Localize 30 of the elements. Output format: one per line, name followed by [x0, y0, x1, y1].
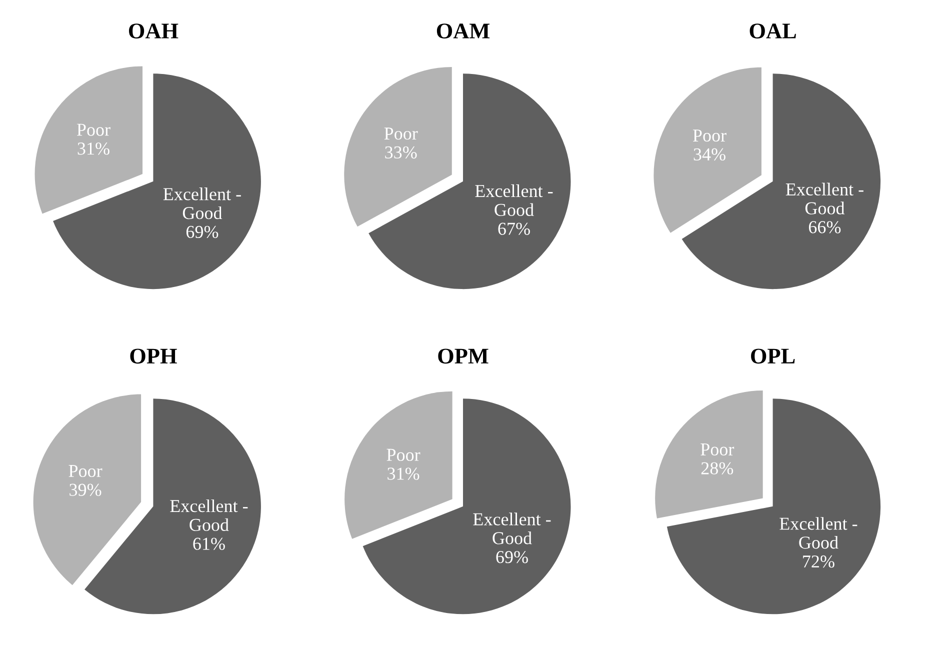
data-label: 34% [694, 148, 726, 161]
slice-label: Excellent - Good [475, 184, 553, 216]
slice-label: Excellent - Good [170, 499, 248, 532]
data-label: 66% [808, 221, 841, 234]
slice-label: Excellent - Good [780, 517, 858, 549]
slice-label: Poor [384, 128, 418, 140]
slice-label: Poor [692, 130, 726, 142]
slice-label: Excellent - Good [163, 188, 241, 220]
data-label: 31% [388, 468, 420, 480]
slice-label: Poor [68, 465, 102, 478]
data-label: 69% [496, 550, 528, 564]
data-label: 39% [70, 484, 102, 496]
data-label: 72% [803, 555, 834, 568]
slice-label: Excellent - Good [786, 182, 864, 214]
slice-label: Poor [76, 124, 110, 136]
chart-title: OAM [436, 24, 490, 39]
slice-label: Poor [700, 443, 734, 456]
data-label: 61% [193, 538, 225, 550]
data-label: 31% [78, 142, 110, 155]
data-label: 28% [701, 462, 734, 474]
chart-title: OAH [128, 24, 178, 39]
chart-title: OPH [130, 348, 177, 364]
chart-title: OAL [750, 24, 796, 39]
data-label: 67% [498, 222, 530, 235]
slice-label: Poor [386, 448, 420, 461]
data-label: 33% [385, 146, 417, 159]
chart-title: OPM [438, 348, 488, 364]
slice-label: Excellent - Good [473, 512, 551, 544]
chart-title: OPL [751, 348, 795, 364]
data-label: 69% [186, 226, 218, 238]
